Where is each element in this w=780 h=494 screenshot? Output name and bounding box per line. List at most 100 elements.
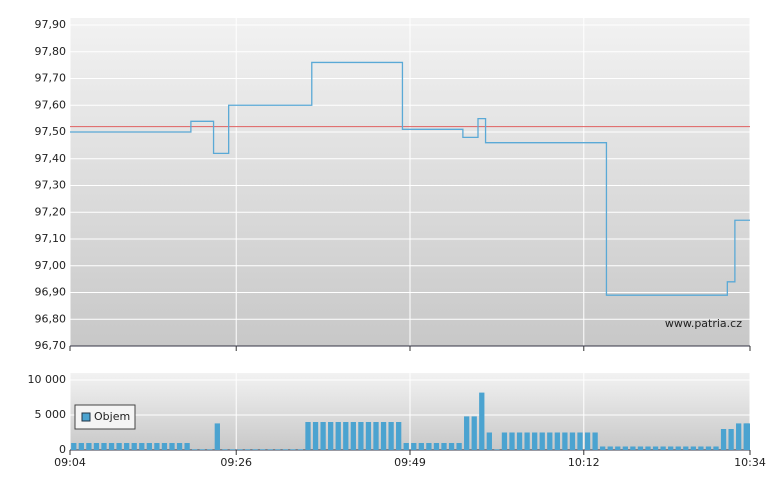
y-tick-label: 97,70 xyxy=(35,72,67,85)
volume-bar xyxy=(290,449,296,450)
volume-bar xyxy=(645,446,651,450)
y-tick-label: 96,70 xyxy=(35,339,67,352)
volume-bar xyxy=(101,443,107,450)
volume-bar xyxy=(441,443,447,450)
x-tick-label: 10:34 xyxy=(734,456,766,469)
y-tick-label: 10 000 xyxy=(28,373,67,386)
volume-bar xyxy=(146,443,152,450)
volume-bar xyxy=(600,446,606,450)
volume-bar xyxy=(229,449,236,450)
volume-bar xyxy=(282,449,288,450)
volume-bar xyxy=(705,446,712,450)
y-tick-label: 97,30 xyxy=(35,179,67,192)
volume-bar xyxy=(728,429,734,450)
price-line xyxy=(70,61,750,296)
x-tick-label: 10:12 xyxy=(568,456,600,469)
volume-bar xyxy=(86,443,92,450)
volume-bar xyxy=(343,422,349,450)
volume-bar xyxy=(71,443,77,450)
volume-bar xyxy=(637,446,644,450)
x-tick-label: 09:04 xyxy=(54,456,86,469)
volume-bar xyxy=(509,432,515,450)
volume-bar xyxy=(607,446,613,450)
volume-bar xyxy=(380,422,387,450)
volume-bar xyxy=(630,446,636,450)
volume-bar xyxy=(448,443,455,450)
volume-bar xyxy=(683,446,689,450)
volume-bar xyxy=(652,446,659,450)
volume-bar xyxy=(93,443,100,450)
watermark: www.patria.cz xyxy=(665,317,742,330)
volume-bar xyxy=(418,443,424,450)
volume-bar xyxy=(675,446,681,450)
volume-bar xyxy=(328,422,334,450)
y-tick-label: 97,50 xyxy=(35,125,67,138)
volume-bar xyxy=(396,422,402,450)
volume-bar xyxy=(456,443,462,450)
volume-bar xyxy=(131,443,137,450)
volume-bar xyxy=(139,443,145,450)
volume-bar xyxy=(720,429,727,450)
volume-bar xyxy=(260,449,266,450)
volume-bar xyxy=(532,432,538,450)
volume-bar xyxy=(524,432,530,450)
volume-bar xyxy=(297,449,304,450)
volume-bar xyxy=(660,446,666,450)
volume-bar xyxy=(161,443,168,450)
volume-bar xyxy=(192,449,198,450)
volume-bar xyxy=(252,449,258,450)
y-tick-label: 96,80 xyxy=(35,312,67,325)
y-tick-label: 97,40 xyxy=(35,152,67,165)
volume-bar xyxy=(554,432,560,450)
volume-bar xyxy=(176,443,183,450)
y-tick-label: 97,90 xyxy=(35,18,67,31)
volume-bar xyxy=(577,432,583,450)
volume-bar xyxy=(184,443,190,450)
x-tick-label: 09:26 xyxy=(220,456,252,469)
volume-bar xyxy=(388,422,394,450)
volume-bar xyxy=(275,449,281,450)
volume-bar xyxy=(365,422,372,450)
volume-bar xyxy=(736,423,742,450)
y-tick-label: 97,20 xyxy=(35,205,67,218)
volume-bar xyxy=(403,443,409,450)
volume-bar xyxy=(124,443,130,450)
volume-bar xyxy=(592,432,598,450)
volume-bar xyxy=(305,422,311,450)
volume-bar xyxy=(78,443,84,450)
volume-bar xyxy=(698,446,704,450)
volume-bar xyxy=(539,432,545,450)
volume-bar xyxy=(426,443,432,450)
volume-bar xyxy=(335,422,341,450)
volume-bar xyxy=(199,449,205,450)
volume-bar xyxy=(108,443,115,450)
volume-bar xyxy=(464,416,470,450)
legend-swatch xyxy=(81,412,91,422)
volume-bar xyxy=(690,446,696,450)
volume-bar xyxy=(207,449,213,450)
volume-bar xyxy=(154,443,160,450)
volume-bar xyxy=(713,446,719,450)
volume-bar xyxy=(433,443,440,450)
volume-bar xyxy=(214,423,220,450)
x-tick-label: 09:49 xyxy=(394,456,426,469)
volume-bar xyxy=(569,432,576,450)
volume-bar xyxy=(668,446,674,450)
volume-bar xyxy=(320,422,326,450)
volume-bar xyxy=(169,443,175,450)
volume-bar xyxy=(358,422,364,450)
y-tick-label: 97,80 xyxy=(35,45,67,58)
volume-bar xyxy=(486,432,492,450)
y-tick-label: 96,90 xyxy=(35,286,67,299)
volume-bar xyxy=(584,432,591,450)
volume-bar xyxy=(116,443,122,450)
volume-bar xyxy=(547,432,553,450)
volume-bar xyxy=(494,449,500,450)
volume-bar xyxy=(244,449,251,450)
y-tick-label: 97,60 xyxy=(35,98,67,111)
y-tick-label: 97,10 xyxy=(35,232,67,245)
volume-bar xyxy=(622,446,628,450)
legend-label: Objem xyxy=(94,410,130,423)
y-tick-label: 0 xyxy=(59,443,66,456)
y-tick-label: 97,00 xyxy=(35,259,67,272)
